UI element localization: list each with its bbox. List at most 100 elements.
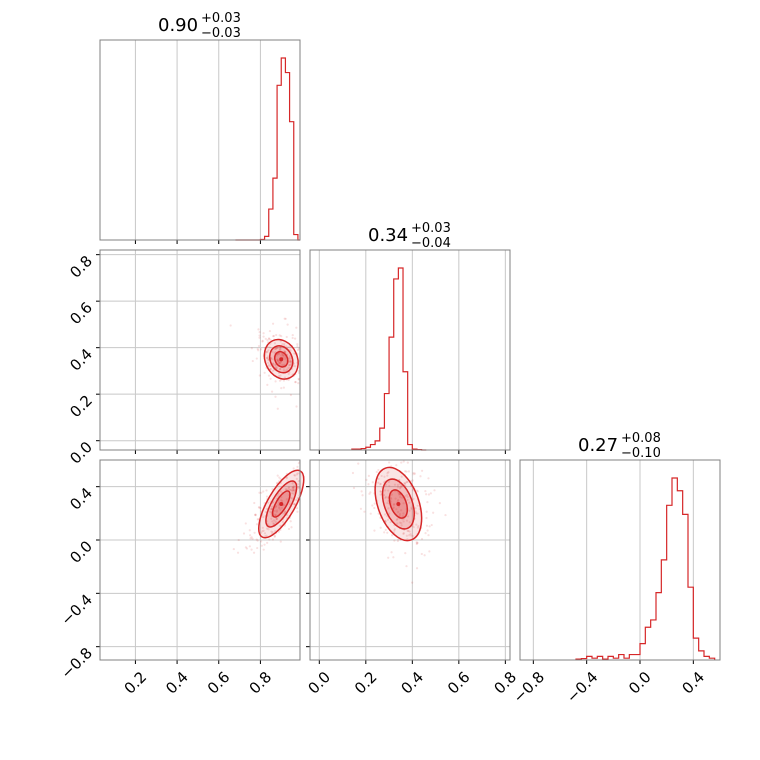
- sample-point: [259, 348, 263, 351]
- sample-point: [424, 532, 427, 535]
- sample-point: [373, 529, 376, 532]
- sample-point: [291, 482, 294, 485]
- sample-point: [386, 471, 389, 475]
- panel-frame: [309, 459, 511, 661]
- sample-point: [405, 519, 409, 522]
- sample-point: [283, 317, 286, 320]
- sample-point: [313, 380, 315, 382]
- sample-point: [261, 339, 264, 342]
- sample-point: [265, 507, 268, 511]
- sample-point: [253, 501, 256, 505]
- sample-point: [262, 515, 265, 519]
- sample-point: [302, 398, 304, 400]
- sample-point: [405, 565, 408, 568]
- sample-point: [254, 513, 257, 516]
- sample-point: [393, 483, 397, 486]
- sample-point: [387, 507, 390, 510]
- title-param-3-plus: +0.08: [621, 431, 661, 446]
- sample-point: [405, 534, 408, 537]
- sample-point: [292, 488, 295, 491]
- sample-point: [265, 534, 268, 537]
- sample-point: [384, 455, 386, 457]
- sample-point: [276, 358, 279, 361]
- sample-point: [396, 483, 400, 487]
- sample-point: [281, 364, 284, 367]
- sample-point: [291, 489, 295, 492]
- sample-point: [383, 513, 387, 516]
- title-param-1-plus: +0.03: [201, 11, 241, 26]
- sample-point: [244, 522, 247, 525]
- sample-point: [426, 529, 429, 532]
- sample-point: [408, 501, 411, 504]
- sample-point: [289, 489, 292, 492]
- sample-point: [278, 349, 281, 352]
- sample-point: [392, 506, 395, 509]
- sample-point: [400, 524, 403, 527]
- sample-point: [420, 552, 423, 556]
- sample-point: [292, 467, 295, 470]
- sample-point: [266, 527, 269, 530]
- sample-point: [315, 446, 317, 448]
- sample-point: [288, 360, 291, 363]
- sample-point: [428, 525, 431, 528]
- sample-point: [377, 477, 380, 480]
- sample-point: [285, 498, 288, 501]
- sample-point: [415, 542, 419, 545]
- sample-point: [249, 534, 252, 537]
- sample-point: [407, 515, 410, 518]
- sample-point: [263, 535, 267, 538]
- sample-point: [290, 361, 293, 364]
- sample-point: [267, 361, 270, 364]
- sample-point: [297, 369, 300, 373]
- sample-point: [408, 509, 411, 512]
- sample-point: [386, 474, 389, 477]
- sample-point: [279, 367, 282, 371]
- sample-point: [393, 528, 396, 531]
- sample-point: [274, 505, 278, 508]
- sample-point: [398, 521, 402, 524]
- sample-point: [367, 474, 370, 477]
- sample-point: [382, 493, 386, 497]
- sample-point: [263, 371, 266, 374]
- sample-point: [324, 344, 326, 346]
- x-tick-label-param-2: 0.2: [351, 668, 381, 698]
- sample-point: [301, 497, 303, 499]
- sample-point: [379, 490, 382, 493]
- sample-point: [312, 437, 314, 439]
- sample-point: [262, 548, 265, 551]
- sample-point: [373, 453, 375, 455]
- sample-point: [291, 489, 294, 492]
- sample-point: [291, 486, 294, 489]
- sample-point: [397, 493, 401, 496]
- y-tick-label-param-3: 0.0: [66, 537, 96, 567]
- sample-point: [304, 368, 306, 370]
- sample-point: [411, 479, 414, 482]
- histogram-param-1: [235, 57, 300, 241]
- sample-point: [277, 503, 280, 507]
- sample-point: [282, 368, 285, 371]
- sample-point: [412, 497, 415, 500]
- sample-point: [252, 551, 256, 554]
- sample-point: [236, 551, 240, 554]
- sample-point: [424, 490, 427, 493]
- sample-point: [379, 483, 382, 486]
- sample-point: [248, 545, 251, 548]
- sample-point: [255, 357, 258, 360]
- sample-point: [274, 363, 277, 367]
- sample-point: [283, 504, 286, 507]
- sample-point: [377, 468, 380, 472]
- contour-level: [265, 480, 298, 528]
- sample-point: [256, 546, 259, 550]
- sample-point: [444, 513, 447, 517]
- sample-point: [272, 334, 276, 338]
- sample-point: [297, 371, 300, 374]
- sample-point: [295, 326, 298, 329]
- sample-point: [262, 335, 265, 338]
- sample-point: [404, 495, 407, 498]
- sample-point: [280, 499, 283, 502]
- sample-point: [384, 496, 387, 500]
- sample-point: [264, 337, 267, 340]
- sample-point: [296, 510, 299, 513]
- sample-point: [263, 543, 266, 546]
- sample-point: [278, 334, 281, 337]
